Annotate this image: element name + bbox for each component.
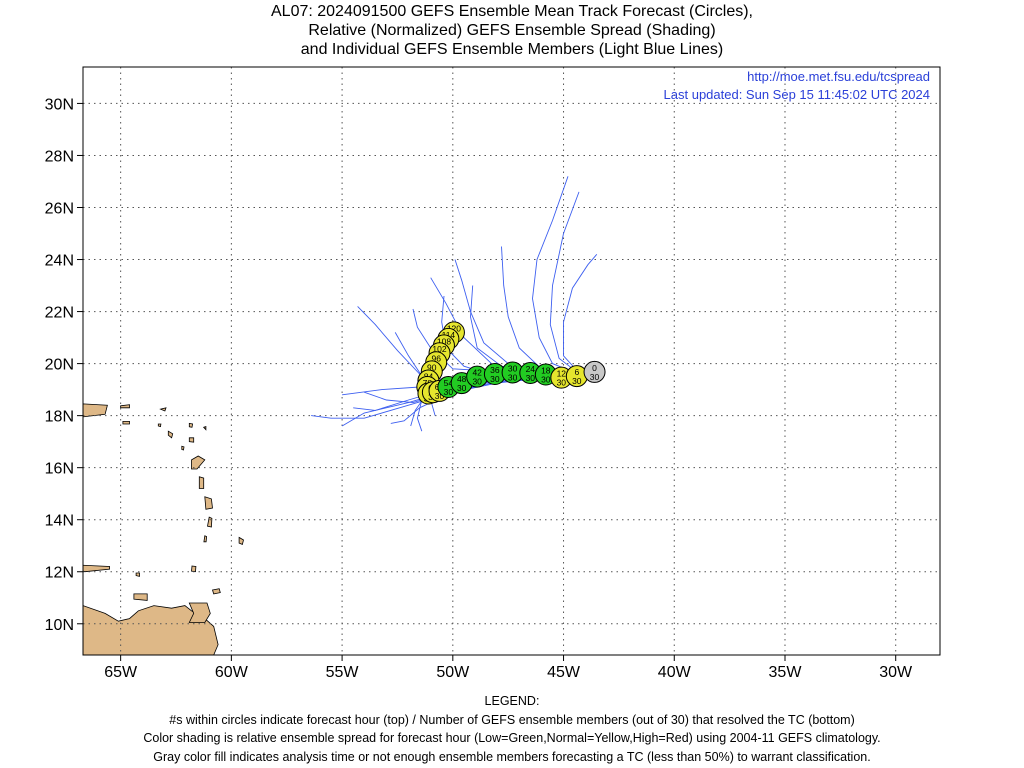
plot-frame (82, 66, 941, 656)
member-count-label: 30 (472, 377, 482, 387)
lon-tick-label: 50W (436, 664, 470, 681)
member-count-label: 30 (435, 391, 445, 401)
mean-track-point: 030 (583, 360, 606, 383)
land-guadeloupe (191, 455, 206, 470)
land-st-vincent (203, 535, 208, 543)
member-count-label: 30 (444, 387, 454, 397)
mean-track-circle (583, 360, 606, 383)
member-count-label: 30 (541, 375, 551, 385)
forecast-hour-label: 90 (427, 362, 437, 372)
mean-track-point: 630 (565, 365, 588, 388)
member-track (532, 176, 582, 376)
member-count-label: 30 (490, 374, 500, 384)
lat-tick-label: 20N (45, 357, 74, 374)
land-south-america (83, 605, 219, 655)
member-count-label: 30 (508, 372, 518, 382)
lat-tick-label: 26N (45, 200, 74, 217)
chart-title: AL07: 2024091500 GEFS Ensemble Mean Trac… (0, 2, 1024, 59)
forecast-hour-label: 114 (442, 330, 456, 340)
lon-tick-label: 40W (658, 664, 692, 681)
lat-tick-label: 28N (45, 148, 74, 165)
lat-ticks: 10N 12N 14N 16N 18N 20N 22N 24N 26N 28N 30N (45, 96, 83, 634)
lat-tick-label: 10N (45, 617, 74, 634)
lon-tick-label: 55W (326, 664, 360, 681)
land-antigua (188, 437, 195, 443)
forecast-hour-label: 96 (431, 353, 441, 363)
title-line-3: and Individual GEFS Ensemble Members (Li… (300, 41, 724, 58)
legend-title: LEGEND: (484, 694, 540, 708)
land-barbados (238, 536, 244, 545)
forecast-hour-label: 120 (447, 323, 461, 333)
land-tiny-2 (202, 426, 207, 431)
land-martinique (204, 496, 213, 510)
land-anguilla (159, 407, 167, 412)
forecast-hour-label: 30 (508, 363, 518, 373)
land-bonaire (83, 564, 110, 573)
gridlines (83, 67, 940, 655)
last-updated: Last updated: Sun Sep 15 11:45:02 UTC 20… (664, 87, 930, 102)
legend-line-3: Gray color fill indicates analysis time … (153, 749, 871, 764)
source-link[interactable]: http://moe.met.fsu.edu/tcspread (747, 69, 930, 84)
member-count-label: 30 (590, 372, 600, 382)
forecast-hour-label: 48 (457, 374, 467, 384)
lon-tick-label: 35W (769, 664, 803, 681)
forecast-hour-label: 0 (592, 363, 597, 373)
land-tiny-1 (135, 572, 140, 577)
forecast-hour-label: 36 (490, 365, 500, 375)
forecast-hour-label: 102 (432, 344, 446, 354)
mean-track-circles: 1202611427108291023096309030843078307230… (416, 321, 606, 405)
lat-tick-label: 18N (45, 409, 74, 426)
land-saba (157, 423, 162, 428)
land-puerto-rico (83, 403, 108, 418)
member-count-label: 30 (526, 373, 536, 383)
land-montserrat (181, 445, 185, 451)
land-virgin-islands (120, 404, 130, 409)
land-st-kitts (167, 430, 174, 439)
lat-tick-label: 24N (45, 253, 74, 270)
land-trinidad (188, 602, 211, 623)
land-st-croix (122, 420, 130, 425)
land-margarita (133, 593, 148, 601)
member-track (549, 191, 582, 376)
member-count-label: 30 (572, 376, 582, 386)
title-line-2: Relative (Normalized) GEFS Ensemble Spre… (308, 22, 716, 39)
lat-tick-label: 12N (45, 565, 74, 582)
lon-tick-label: 60W (215, 664, 249, 681)
forecast-hour-label: 108 (437, 336, 451, 346)
forecast-hour-label: 54 (444, 378, 454, 388)
lon-ticks: 65W 60W 55W 50W 45W 40W 35W 30W (104, 655, 913, 681)
lon-tick-label: 65W (104, 664, 138, 681)
lat-tick-label: 30N (45, 96, 74, 113)
legend-line-1: #s within circles indicate forecast hour… (169, 712, 855, 727)
forecast-hour-label: 18 (541, 366, 551, 376)
member-count-label: 30 (457, 383, 467, 393)
legend: LEGEND: #s within circles indicate forec… (0, 692, 1024, 766)
member-track (563, 254, 598, 376)
title-line-1: AL07: 2024091500 GEFS Ensemble Mean Trac… (271, 3, 753, 20)
lat-tick-label: 14N (45, 513, 74, 530)
forecast-hour-label: 42 (472, 368, 482, 378)
forecast-hour-label: 24 (526, 364, 536, 374)
member-count-label: 30 (557, 378, 567, 388)
lat-tick-label: 22N (45, 305, 74, 322)
lon-tick-label: 30W (879, 664, 913, 681)
lon-tick-label: 45W (547, 664, 581, 681)
plot-background (83, 67, 940, 655)
land-tobago (211, 588, 221, 595)
land-dominica (198, 476, 205, 489)
forecast-hour-label: 12 (557, 369, 567, 379)
land-grenada (191, 565, 197, 573)
legend-line-2: Color shading is relative ensemble sprea… (143, 731, 881, 745)
lat-tick-label: 16N (45, 461, 74, 478)
land-barbuda (188, 422, 194, 428)
land-layer (83, 403, 244, 655)
forecast-hour-label: 6 (574, 367, 579, 377)
